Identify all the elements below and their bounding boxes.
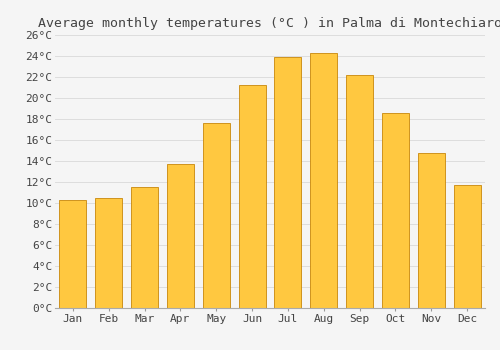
Bar [96,198,122,308]
Bar [310,53,337,308]
Bar [60,200,86,308]
Bar [131,187,158,308]
Bar [167,164,194,308]
Bar [454,185,480,308]
Bar [203,123,230,308]
Bar [274,57,301,308]
Bar [382,113,409,308]
Bar [418,153,444,308]
Title: Average monthly temperatures (°C ) in Palma di Montechiaro: Average monthly temperatures (°C ) in Pa… [38,17,500,30]
Bar [238,85,266,308]
Bar [346,75,373,308]
